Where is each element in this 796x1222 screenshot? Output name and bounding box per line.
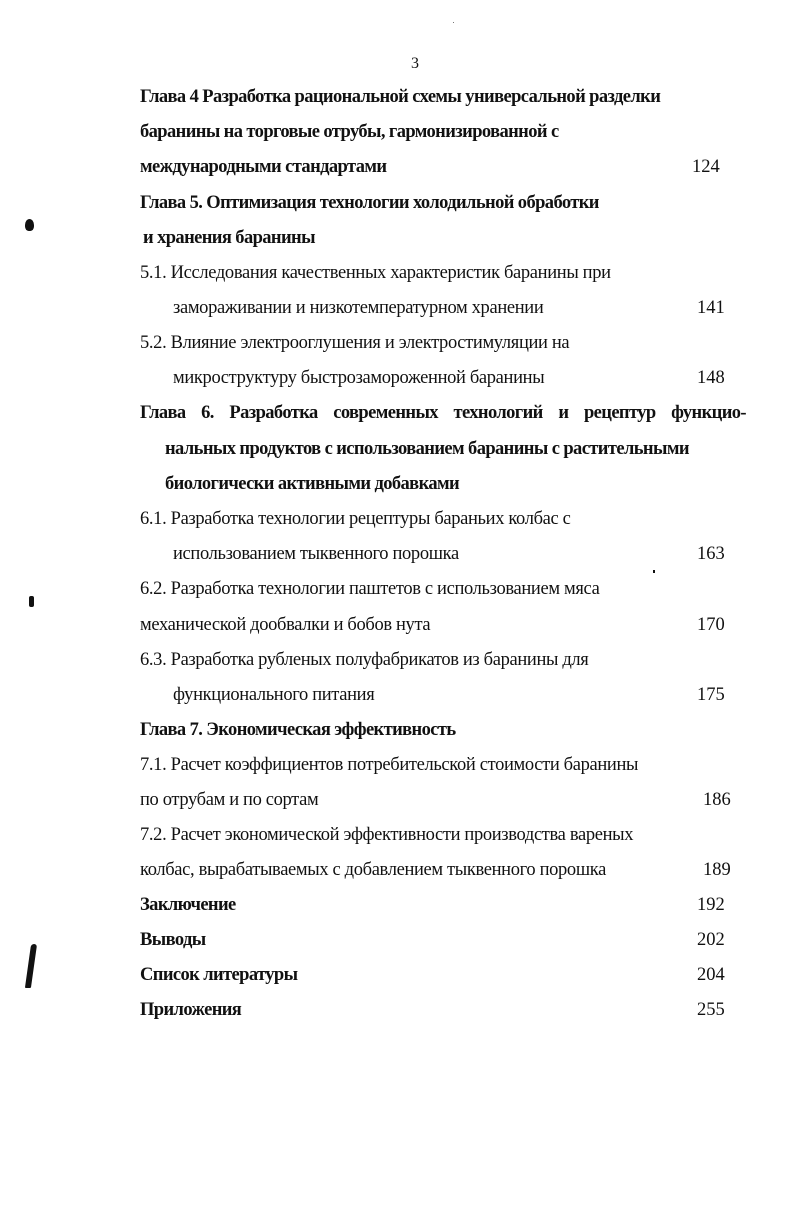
scan-speck	[24, 944, 38, 988]
toc-line: Глава 4 Разработка рациональной схемы ун…	[140, 87, 661, 107]
toc-line: 5.1. Исследования качественных характери…	[140, 263, 611, 283]
toc-line: колбас, вырабатываемых с добавлением тык…	[140, 860, 606, 880]
toc-line: Список литературы	[140, 965, 298, 985]
toc-line: Выводы	[140, 930, 206, 950]
toc-page: 163	[697, 544, 725, 564]
toc-page: 192	[697, 895, 725, 915]
toc-line: Глава 5. Оптимизация технологии холодиль…	[140, 193, 599, 213]
toc-line: биологически активными добавками	[165, 474, 460, 494]
toc-line: 7.1. Расчет коэффициентов потребительско…	[140, 755, 639, 775]
toc-line: механической дообвалки и бобов нута	[140, 615, 431, 635]
toc-line: Заключение	[140, 895, 236, 915]
toc-line: 6.3. Разработка рубленых полуфабрикатов …	[140, 650, 589, 670]
toc-line: замораживании и низкотемпературном хране…	[173, 298, 544, 318]
toc-line: Глава 6. Разработка современных технолог…	[140, 403, 747, 423]
toc-page: 189	[703, 860, 731, 880]
toc-page: 170	[697, 615, 725, 635]
scan-speck	[25, 219, 34, 231]
toc-line: международными стандартами	[140, 157, 387, 177]
toc-page: 204	[697, 965, 725, 985]
toc-line: функционального питания	[173, 685, 375, 705]
toc-line: и хранения баранины	[143, 228, 316, 248]
toc-line: Глава 7. Экономическая эффективность	[140, 720, 456, 740]
toc-line: микроструктуру быстрозамороженной барани…	[173, 368, 545, 388]
toc-page: 124	[692, 157, 720, 177]
toc-page: 186	[703, 790, 731, 810]
toc-line: баранины на торговые отрубы, гармонизиро…	[140, 122, 559, 142]
toc-page: 202	[697, 930, 725, 950]
toc-line: по отрубам и по сортам	[140, 790, 319, 810]
toc-line: Приложения	[140, 1000, 242, 1020]
toc-line: использованием тыквенного порошка	[173, 544, 459, 564]
toc-page: 255	[697, 1000, 725, 1020]
scan-speck	[453, 22, 454, 23]
toc-line: нальных продуктов с использованием баран…	[165, 439, 689, 459]
toc-page: 148	[697, 368, 725, 388]
toc-line: 7.2. Расчет экономической эффективности …	[140, 825, 634, 845]
toc-line: 6.1. Разработка технологии рецептуры бар…	[140, 509, 571, 529]
scan-speck	[653, 570, 655, 573]
toc-page: 175	[697, 685, 725, 705]
toc-line: 6.2. Разработка технологии паштетов с ис…	[140, 579, 600, 599]
page-number: 3	[411, 55, 419, 72]
toc-page: 141	[697, 298, 725, 318]
toc-line: 5.2. Влияние электрооглушения и электрос…	[140, 333, 570, 353]
scan-speck	[29, 596, 34, 607]
